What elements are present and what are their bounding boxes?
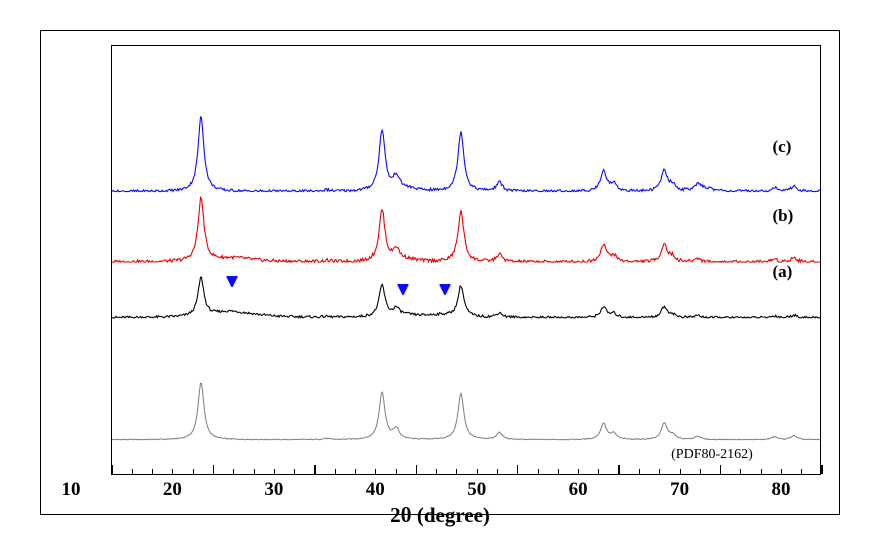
phase-marker-icon bbox=[226, 274, 237, 292]
trace-c bbox=[112, 117, 820, 192]
trace-a bbox=[112, 277, 820, 318]
phase-marker-icon bbox=[398, 282, 409, 300]
x-minor-tick bbox=[558, 469, 559, 474]
x-minor-tick bbox=[233, 469, 234, 474]
x-minor-tick bbox=[781, 469, 782, 474]
x-minor-tick bbox=[477, 469, 478, 474]
x-minor-tick bbox=[274, 469, 275, 474]
x-major-tick bbox=[213, 465, 215, 474]
x-minor-tick bbox=[497, 469, 498, 474]
outer-frame: (PDF80-2162)(a)(b)(c) 2θ (degree) 102030… bbox=[40, 30, 840, 515]
series-label-c: (c) bbox=[773, 137, 792, 157]
x-major-tick bbox=[720, 465, 722, 474]
x-minor-tick bbox=[436, 469, 437, 474]
x-minor-tick bbox=[578, 469, 579, 474]
x-minor-tick bbox=[396, 469, 397, 474]
x-minor-tick bbox=[740, 469, 741, 474]
x-minor-tick bbox=[335, 469, 336, 474]
x-tick-label: 40 bbox=[366, 479, 385, 501]
x-minor-tick bbox=[456, 469, 457, 474]
x-tick-label: 60 bbox=[569, 479, 588, 501]
chart-canvas bbox=[112, 46, 820, 474]
series-label-a: (a) bbox=[773, 262, 793, 282]
x-minor-tick bbox=[700, 469, 701, 474]
x-major-tick bbox=[416, 465, 418, 474]
series-label-ref: (PDF80-2162) bbox=[671, 447, 753, 463]
x-major-tick bbox=[314, 465, 316, 474]
x-minor-tick bbox=[680, 469, 681, 474]
x-tick-label: 50 bbox=[467, 479, 486, 501]
x-minor-tick bbox=[801, 469, 802, 474]
x-tick-label: 20 bbox=[163, 479, 182, 501]
x-minor-tick bbox=[172, 469, 173, 474]
plot-area: (PDF80-2162) (a) (b) (c) bbox=[111, 45, 821, 475]
x-minor-tick bbox=[132, 469, 133, 474]
x-axis-label: 2θ (degree) bbox=[41, 503, 839, 528]
x-tick-label: 10 bbox=[62, 479, 81, 501]
phase-marker-icon bbox=[439, 282, 450, 300]
x-minor-tick bbox=[152, 469, 153, 474]
x-major-tick bbox=[618, 465, 620, 474]
x-minor-tick bbox=[761, 469, 762, 474]
x-minor-tick bbox=[193, 469, 194, 474]
trace-b bbox=[112, 197, 820, 262]
x-minor-tick bbox=[294, 469, 295, 474]
x-major-tick bbox=[111, 465, 113, 474]
x-minor-tick bbox=[355, 469, 356, 474]
x-minor-tick bbox=[659, 469, 660, 474]
x-minor-tick bbox=[254, 469, 255, 474]
series-label-b: (b) bbox=[773, 206, 794, 226]
x-tick-label: 30 bbox=[264, 479, 283, 501]
x-minor-tick bbox=[598, 469, 599, 474]
x-tick-label: 70 bbox=[670, 479, 689, 501]
x-major-tick bbox=[821, 465, 823, 474]
x-tick-label: 80 bbox=[772, 479, 791, 501]
trace-ref bbox=[112, 383, 820, 440]
x-major-tick bbox=[517, 465, 519, 474]
x-minor-tick bbox=[538, 469, 539, 474]
x-minor-tick bbox=[639, 469, 640, 474]
x-minor-tick bbox=[375, 469, 376, 474]
